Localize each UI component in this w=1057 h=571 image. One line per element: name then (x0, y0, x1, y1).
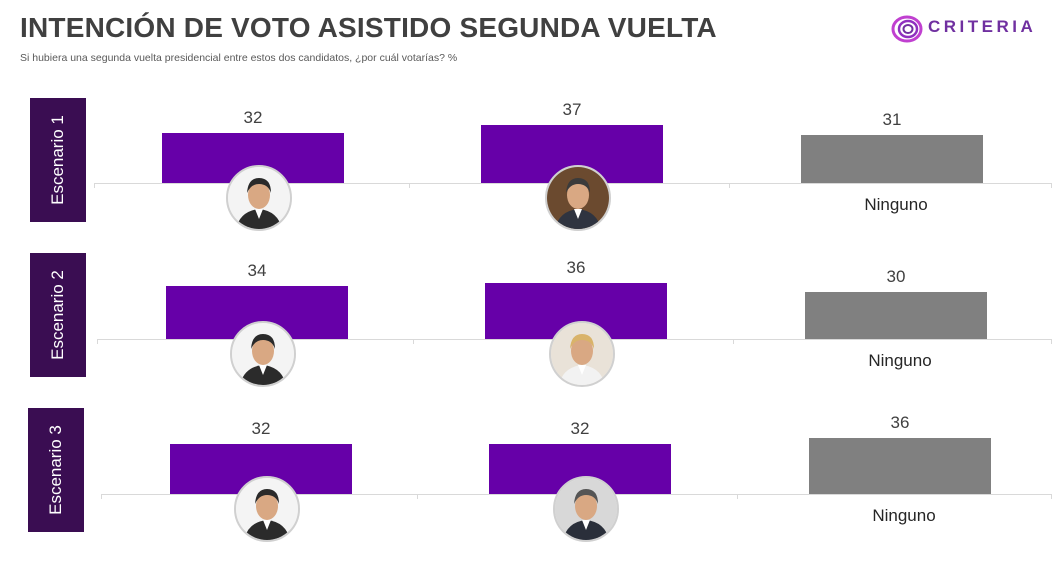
data-label: 37 (562, 100, 582, 119)
data-label: 32 (570, 419, 590, 438)
candidate-photo-2 (545, 165, 611, 231)
criteria-logo: CRITERIA (890, 14, 1040, 44)
axis-tick (1051, 494, 1052, 499)
logo-text: CRITERIA (928, 17, 1037, 36)
data-label: 36 (890, 413, 910, 432)
bar (805, 292, 987, 339)
axis-tick (737, 494, 738, 499)
axis-tick (733, 339, 734, 344)
axis-tick (1051, 339, 1052, 344)
axis-tick (1051, 183, 1052, 188)
candidate-photo-1 (226, 165, 292, 231)
axis-tick (97, 339, 98, 344)
axis-tick (729, 183, 730, 188)
scenario-2: Escenario 2 34 36 30 Ninguno (0, 0, 1057, 387)
bar (809, 438, 991, 494)
page-subtitle: Si hubiera una segunda vuelta presidenci… (20, 52, 458, 64)
data-label: 34 (247, 261, 267, 280)
category-label: Ninguno (868, 351, 932, 370)
candidate-photo-1 (234, 476, 300, 542)
category-label: Ninguno (864, 195, 928, 214)
axis-tick (101, 494, 102, 499)
data-label: 31 (882, 110, 902, 129)
axis-tick (417, 494, 418, 499)
category-label: Ninguno (872, 506, 936, 525)
scenario-1: Escenario 1 32 37 31 Ninguno (0, 0, 1057, 231)
criteria-logo-icon (891, 15, 923, 43)
page-title: INTENCIÓN DE VOTO ASISTIDO SEGUNDA VUELT… (20, 12, 717, 43)
data-label: 36 (566, 258, 586, 277)
candidate-photo-4 (553, 476, 619, 542)
axis-tick (94, 183, 95, 188)
data-label: 30 (886, 267, 906, 286)
data-label: 32 (243, 108, 263, 127)
data-label: 32 (251, 419, 271, 438)
candidate-photo-1 (230, 321, 296, 387)
axis-tick (413, 339, 414, 344)
scenario-3: Escenario 3 32 32 36 Ninguno (0, 0, 1057, 542)
scenario-label: Escenario 3 (46, 425, 65, 515)
scenario-label: Escenario 2 (48, 270, 67, 360)
candidate-photo-3 (549, 321, 615, 387)
scenario-tab: Escenario 3 (28, 408, 84, 532)
scenario-tab: Escenario 2 (30, 253, 86, 377)
bar (801, 135, 983, 183)
axis-tick (409, 183, 410, 188)
scenario-tab: Escenario 1 (30, 98, 86, 222)
